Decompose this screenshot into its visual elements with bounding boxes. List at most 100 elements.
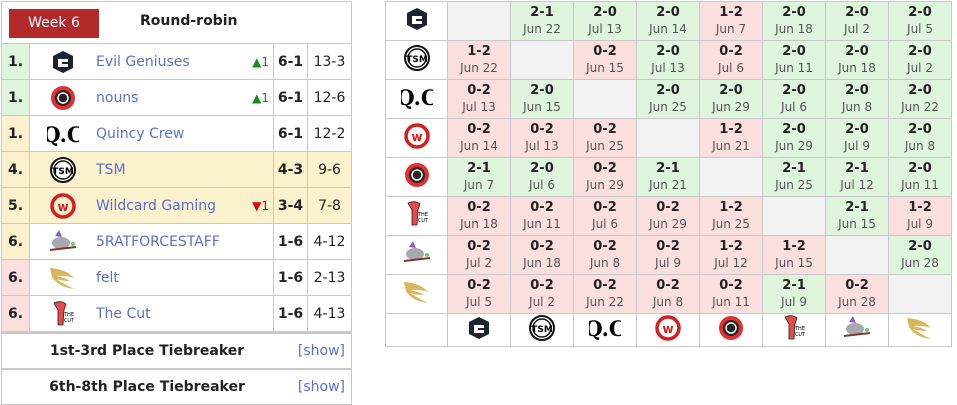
match-score: 0-2 <box>593 44 617 59</box>
match-cell: 1-2 Jun 7 <box>699 1 763 41</box>
match-date: Jul 12 <box>840 178 874 192</box>
match-record: 1-6 <box>273 296 308 331</box>
match-score: 2-0 <box>908 239 932 254</box>
crosstable-row: TSM 1-2 Jun 22 0-2 Jun 15 2-0 Jul 13 0-2 Jul 6 2-… <box>385 40 952 80</box>
match-date: Jul 5 <box>466 295 492 309</box>
match-score: 2-0 <box>782 44 806 59</box>
team-name-link[interactable]: felt <box>96 269 119 286</box>
rank-change <box>244 152 273 187</box>
game-record: 12-6 <box>313 89 346 106</box>
match-score: 0-2 <box>719 44 743 59</box>
match-score: 0-2 <box>593 200 617 215</box>
match-date: Jun 8 <box>652 295 684 309</box>
rank-change <box>244 296 273 331</box>
rank: 6. <box>2 260 30 295</box>
match-cell: 2-0 Jul 6 <box>762 79 826 119</box>
eg-logo-icon <box>30 44 96 79</box>
match-score: 1-2 <box>719 239 743 254</box>
match-cell: 2-1 Jun 25 <box>762 157 826 197</box>
match-score: 0-2 <box>467 200 491 215</box>
tiebreaker-2: 6th-8th Place Tiebreaker [show] <box>2 368 351 404</box>
match-date: Jul 9 <box>907 217 933 231</box>
match-score: 1-2 <box>719 200 743 215</box>
felt-logo-icon <box>30 260 96 295</box>
match-cell: 0-2 Jun 8 <box>573 235 637 275</box>
match-score: 0-2 <box>593 239 617 254</box>
match-score: 2-0 <box>845 44 869 59</box>
match-cell: 2-0 Jul 6 <box>510 157 574 197</box>
match-date: Jul 6 <box>781 100 807 114</box>
team-name-link[interactable]: Quincy Crew <box>96 125 185 142</box>
match-date: Jul 2 <box>466 256 492 270</box>
match-cell: 0-2 Jun 18 <box>510 235 574 275</box>
match-score: 2-1 <box>467 161 491 176</box>
match-date: Jun 28 <box>901 256 939 270</box>
svg-text:THE: THE <box>794 326 805 332</box>
match-date: Jul 2 <box>844 22 870 36</box>
rat-logo-icon <box>385 235 448 275</box>
rank: 4. <box>2 152 30 187</box>
empty-cell <box>762 196 826 236</box>
team-name-link[interactable]: The Cut <box>96 305 151 322</box>
match-cell: 2-1 Jun 15 <box>825 196 889 236</box>
match-cell: 1-2 Jun 25 <box>699 196 763 236</box>
match-cell: 2-0 Jul 5 <box>888 1 952 41</box>
rank: 6. <box>2 296 30 331</box>
svg-text:THE: THE <box>63 312 74 318</box>
svg-text:w: w <box>57 200 68 214</box>
match-date: Jul 9 <box>844 139 870 153</box>
crosstable: 2-1 Jun 22 2-0 Jul 13 2-0 Jun 14 1-2 Jun 7 2-0 Ju… <box>385 1 952 347</box>
empty-cell <box>510 40 574 80</box>
match-cell: 0-2 Jul 2 <box>510 274 574 314</box>
match-record: 4-3 <box>273 152 308 187</box>
match-date: Jun 18 <box>838 61 876 75</box>
standings-row: 4. TSM TSM 4-3 9-6 <box>2 152 351 188</box>
qc-logo-icon: Q.C <box>385 79 448 119</box>
crosstable-row: 2-1 Jun 7 2-0 Jul 6 0-2 Jun 29 2-1 Jun 21 2-1 Jun… <box>385 157 952 197</box>
team-name-link[interactable]: Evil Geniuses <box>96 53 190 70</box>
svg-text:w: w <box>411 130 422 144</box>
standings-table: Week 6 Round-robin 1. Evil Geniuses ▲1 6… <box>1 1 352 405</box>
match-cell: 0-2 Jul 6 <box>573 196 637 236</box>
match-score: 0-2 <box>530 239 554 254</box>
match-score: 0-2 <box>467 239 491 254</box>
show-toggle[interactable]: [show] <box>297 379 345 395</box>
match-date: Jun 8 <box>904 139 936 153</box>
crosstable-row: 0-2 Jul 5 0-2 Jul 2 0-2 Jun 22 0-2 Jun 8 0-2 Jun … <box>385 274 952 314</box>
match-date: Jul 13 <box>588 22 622 36</box>
match-date: Jul 2 <box>907 61 933 75</box>
match-score: 2-0 <box>593 5 617 20</box>
team-name-link[interactable]: TSM <box>96 161 126 178</box>
wg-logo-icon: w <box>636 313 700 347</box>
match-cell: 0-2 Jun 18 <box>447 196 511 236</box>
team-name-link[interactable]: Wildcard Gaming <box>96 197 217 214</box>
team-name-link[interactable]: 5RATFORCESTAFF <box>96 233 220 250</box>
crosstable-row: Q.C 0-2 Jul 13 2-0 Jun 15 2-0 Jun 25 2-0 Jun 29 2… <box>385 79 952 119</box>
nouns-logo-icon <box>385 157 448 197</box>
match-date: Jul 6 <box>529 178 555 192</box>
svg-text:CUT: CUT <box>417 218 428 224</box>
svg-text:THE: THE <box>417 212 428 218</box>
match-cell: 1-2 Jul 12 <box>699 235 763 275</box>
team-name-link[interactable]: nouns <box>96 89 139 106</box>
match-cell: 2-1 Jul 12 <box>825 157 889 197</box>
match-cell: 2-0 Jul 13 <box>636 40 700 80</box>
rank-change: ▲1 <box>252 90 269 105</box>
standings-row: 6. THE CUT The Cut 1-6 4-13 <box>2 296 351 332</box>
crosstable-footer-row: TSM Q.C w THE CUT <box>385 313 952 347</box>
empty-cell <box>573 79 637 119</box>
match-date: Jun 25 <box>586 139 624 153</box>
qc-logo-icon: Q.C <box>573 313 637 347</box>
show-toggle[interactable]: [show] <box>297 343 345 359</box>
match-score: 0-2 <box>467 278 491 293</box>
match-date: Jun 18 <box>775 22 813 36</box>
match-score: 2-1 <box>656 161 680 176</box>
match-cell: 2-0 Jun 14 <box>636 1 700 41</box>
felt-logo-icon <box>888 313 952 347</box>
match-record: 6-1 <box>273 44 308 79</box>
standings-row: 6. 5RATFORCESTAFF 1-6 4-12 <box>2 224 351 260</box>
match-cell: 2-0 Jun 28 <box>888 235 952 275</box>
match-score: 0-2 <box>530 278 554 293</box>
match-date: Jun 15 <box>775 256 813 270</box>
rank: 5. <box>2 188 30 223</box>
